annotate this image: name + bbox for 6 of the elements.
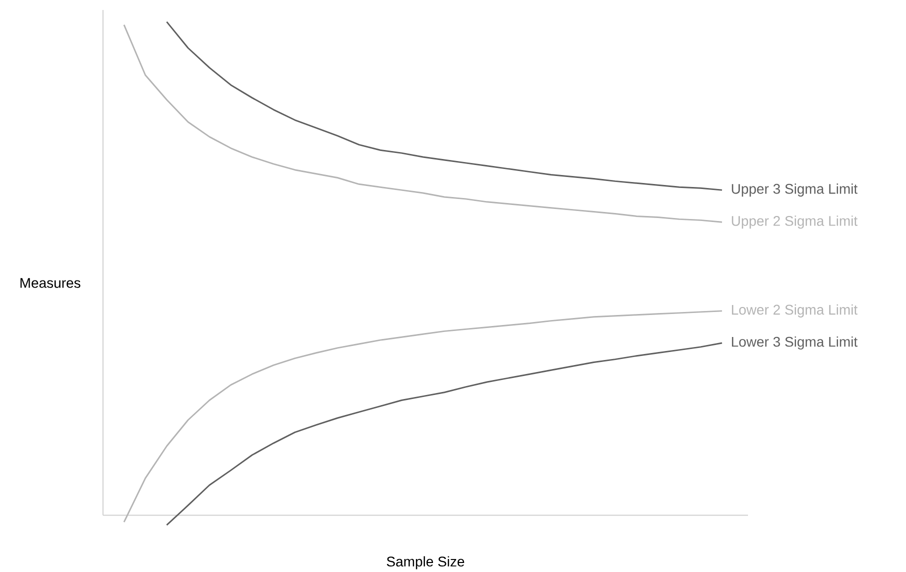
y-axis-title: Measures [20, 278, 80, 288]
series-label: Lower 2 Sigma Limit [732, 304, 858, 318]
series-label: Upper 2 Sigma Limit [732, 216, 858, 229]
series-label: Upper 3 Sigma Limit [732, 184, 858, 197]
x-axis-title: Sample Size [386, 556, 464, 570]
series-label: Lower 3 Sigma Limit [732, 336, 858, 350]
